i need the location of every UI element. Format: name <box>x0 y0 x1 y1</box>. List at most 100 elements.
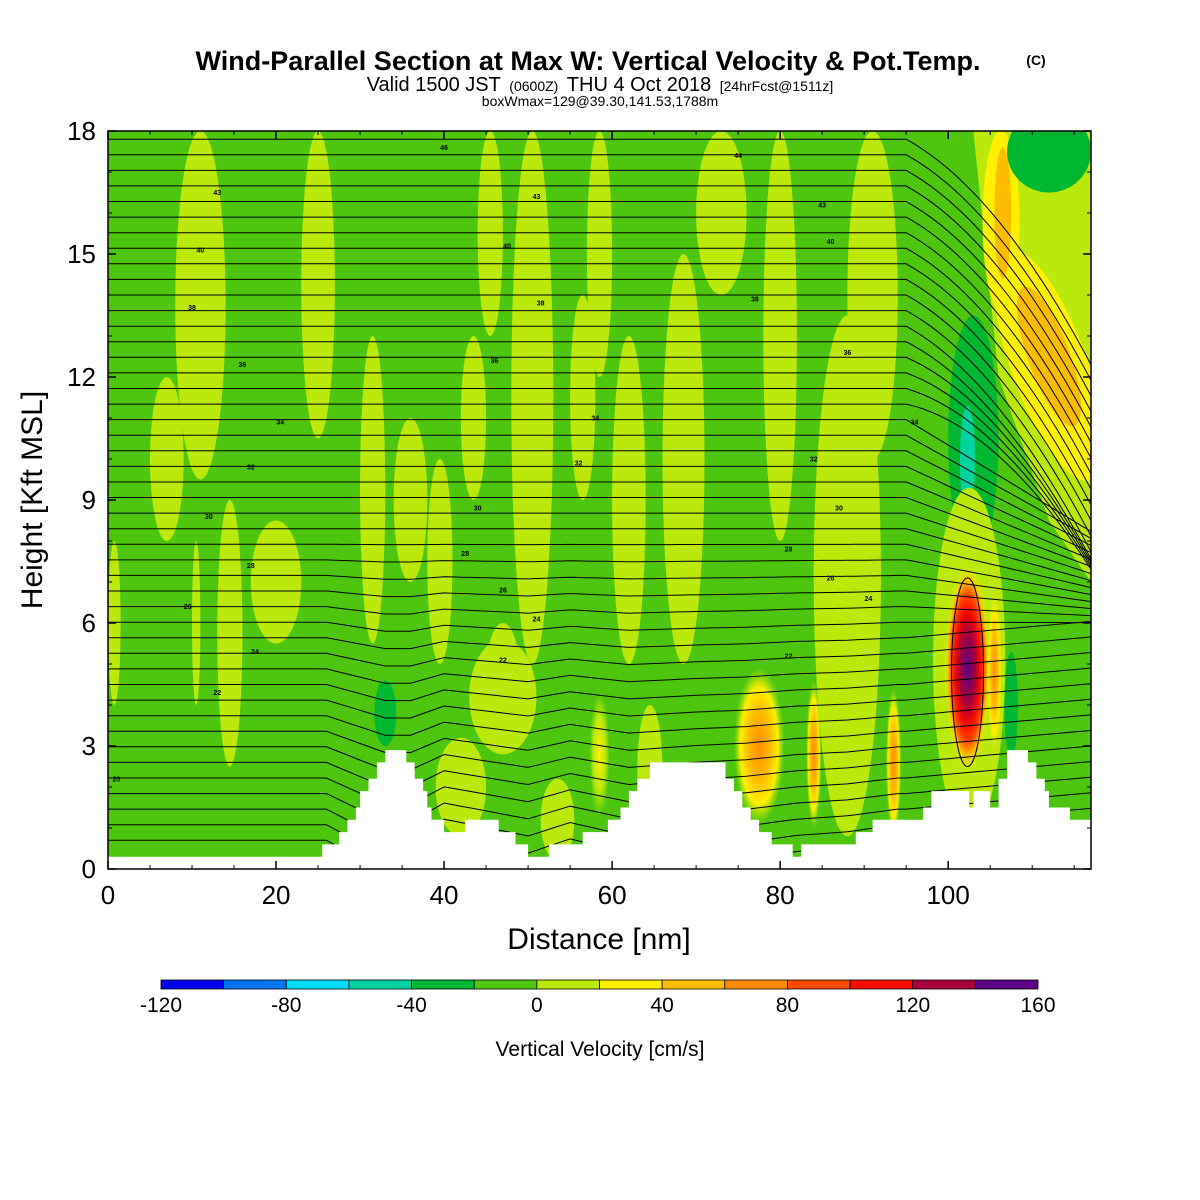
chart-subtitle: Valid 1500 JST (0600Z) THU 4 Oct 2018 [2… <box>367 74 834 96</box>
upper-plume-orange <box>1016 286 1082 427</box>
theta-label: 28 <box>247 563 255 570</box>
theta-label: 30 <box>205 514 213 521</box>
colorbar-swatch <box>160 979 225 990</box>
theta-contour <box>108 465 1091 553</box>
theta-label: 38 <box>188 305 196 312</box>
updraft-streak <box>393 418 428 582</box>
theta-contour <box>108 729 1091 771</box>
theta-contour <box>108 216 1091 443</box>
y-tick-label: 0 <box>82 854 96 884</box>
theta-label: 44 <box>734 153 742 160</box>
theta-contour <box>108 543 1091 589</box>
x-tick-label: 100 <box>926 880 969 910</box>
theta-label: 36 <box>843 350 851 357</box>
theta-label: 30 <box>835 506 843 513</box>
theta-label: 22 <box>499 657 507 664</box>
theta-contour <box>108 434 1091 539</box>
y-tick-label: 6 <box>82 608 96 638</box>
theta-contour <box>108 356 1091 562</box>
updraft-streak <box>217 500 243 767</box>
terrain <box>108 750 1091 869</box>
theta-contour <box>108 683 1091 719</box>
colorbar-swatch <box>912 979 976 990</box>
theta-label: 38 <box>537 301 545 308</box>
theta-contour <box>108 574 1091 603</box>
theta-label: 40 <box>827 239 835 246</box>
theta-label: 28 <box>461 551 469 558</box>
secondary-updraft <box>986 590 1002 755</box>
x-tick-label: 60 <box>598 880 627 910</box>
theta-contour <box>108 138 1091 365</box>
theta-label: 38 <box>751 297 759 304</box>
theta-contour <box>108 620 1091 650</box>
colorbar-swatch <box>536 979 600 990</box>
colorbar-swatch <box>661 979 726 990</box>
colorbar-swatch <box>223 979 287 990</box>
chart-title: Wind-Parallel Section at Max W: Vertical… <box>196 46 981 76</box>
downdraft-107 <box>1004 651 1018 759</box>
colorbar-tick-label: 160 <box>1020 994 1055 1017</box>
subtitle-date: THU 4 Oct 2018 <box>567 74 712 96</box>
theta-contour <box>108 745 1091 788</box>
theta-label: 24 <box>251 649 259 656</box>
updraft-streak <box>696 131 747 295</box>
colorbar-tick-label: -80 <box>271 994 301 1017</box>
theta-label: 32 <box>247 465 255 472</box>
colorbar-swatch <box>348 979 412 990</box>
theta-label: 43 <box>818 202 826 209</box>
colorbar: -120 -80 -40 0 40 80 120 160 <box>140 979 1056 1017</box>
x-tick-label: 0 <box>101 880 115 910</box>
theta-contour <box>108 667 1091 702</box>
theta-label: 46 <box>440 145 448 152</box>
colorbar-swatch <box>974 979 1039 990</box>
theta-contour <box>108 325 1091 552</box>
updraft-streak <box>192 541 201 705</box>
updraft-cell-84 <box>806 680 822 828</box>
theta-contour <box>108 512 1091 575</box>
theta-contour <box>108 247 1091 475</box>
theta-contour <box>108 652 1091 684</box>
theta-contour <box>108 497 1091 567</box>
theta-label: 36 <box>491 358 499 365</box>
theta-label: 34 <box>276 420 284 427</box>
updraft-streak <box>586 131 613 377</box>
updraft-streak <box>511 131 554 664</box>
theta-label: 36 <box>239 362 247 369</box>
colorbar-label: Vertical Velocity [cm/s] <box>496 1038 705 1061</box>
downdraft-core <box>959 405 976 513</box>
updraft-streak <box>763 131 797 541</box>
theta-label: 34 <box>911 420 919 427</box>
plot-area: 46 44 43 43 43 40 40 40 38 38 38 36 36 36 34 34 34 32 32 32… <box>108 131 1091 869</box>
colorbar-tick-label: -40 <box>396 994 426 1017</box>
subtitle-zulu: (0600Z) <box>509 78 558 94</box>
y-tick-label: 15 <box>67 239 96 269</box>
y-axis-label: Height [Kft MSL] <box>16 391 49 609</box>
box-info: boxWmax=129@39.30,141.53,1788m <box>482 93 718 109</box>
theta-contour <box>108 698 1091 736</box>
theta-contour-labels: 46 44 43 43 43 40 40 40 38 38 38 36 36 36 34 34 34 32 32 32… <box>113 145 919 783</box>
theta-contour <box>108 419 1091 532</box>
theta-contour <box>108 528 1091 582</box>
y-tick-label: 12 <box>67 362 96 392</box>
colorbar-tick-label: -120 <box>140 994 182 1017</box>
theta-label: 28 <box>785 547 793 554</box>
theta-label: 26 <box>184 604 192 611</box>
updraft-streak <box>612 336 646 664</box>
y-tick-label: 3 <box>82 731 96 761</box>
theta-contour <box>108 388 1091 568</box>
theta-contour <box>108 403 1091 570</box>
theta-label: 22 <box>785 653 793 660</box>
colorbar-tick-label: 120 <box>895 994 930 1017</box>
colorbar-tick-label: 0 <box>531 994 543 1017</box>
colorbar-swatch <box>599 979 663 990</box>
x-tick-label: 40 <box>430 880 459 910</box>
theta-contour <box>108 590 1091 610</box>
x-tick-label: 20 <box>262 880 291 910</box>
downdraft-33 <box>374 680 397 746</box>
updraft-low-47 <box>469 639 537 755</box>
copyright-mark: (C) <box>1026 52 1045 68</box>
updraft-streak <box>662 254 705 664</box>
theta-contour <box>108 185 1091 412</box>
